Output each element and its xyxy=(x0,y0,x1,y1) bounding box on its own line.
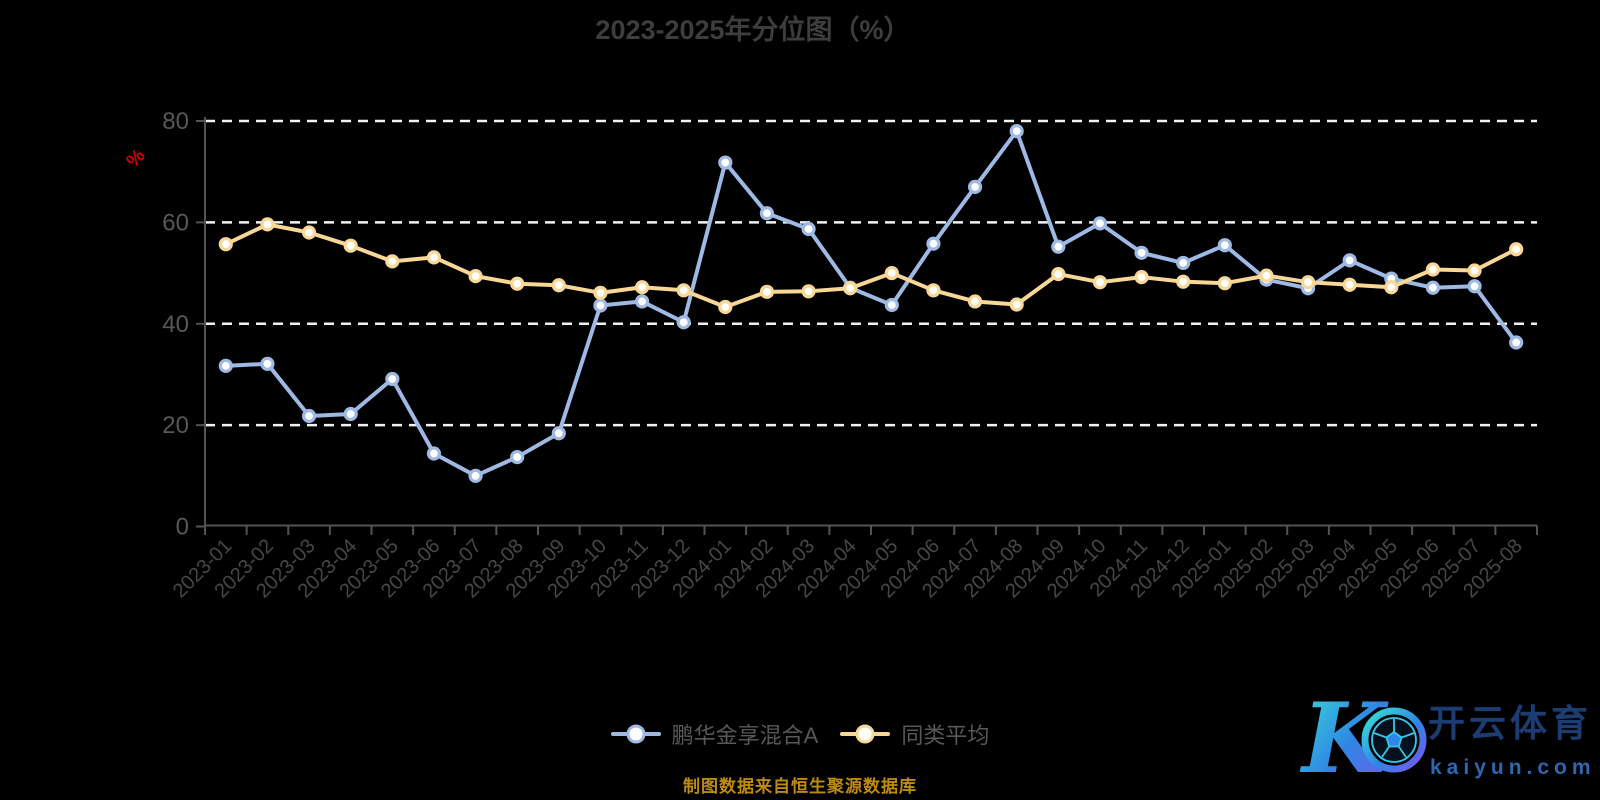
data-point-同类平均-2023-08[interactable] xyxy=(510,276,525,291)
data-point-鹏华金享混合A-2024-09[interactable] xyxy=(1051,239,1066,254)
y-axis-label: 20 xyxy=(162,412,189,439)
legend-item-fund[interactable]: 鹏华金享混合A xyxy=(610,718,819,750)
data-point-同类平均-2024-11[interactable] xyxy=(1134,270,1149,285)
kaiyun-k-emblem: K xyxy=(1300,686,1427,794)
data-point-鹏华金享混合A-2023-05[interactable] xyxy=(385,371,400,387)
data-point-鹏华金享混合A-2023-01[interactable] xyxy=(218,358,233,373)
data-point-鹏华金享混合A-2024-10[interactable] xyxy=(1092,216,1108,231)
data-point-同类平均-2023-10[interactable] xyxy=(593,285,608,300)
data-point-同类平均-2024-05[interactable] xyxy=(884,265,899,281)
data-point-同类平均-2024-01[interactable] xyxy=(718,299,733,315)
data-point-鹏华金享混合A-2023-10[interactable] xyxy=(593,298,608,313)
data-point-鹏华金享混合A-2024-06[interactable] xyxy=(926,236,941,251)
data-point-鹏华金享混合A-2024-03[interactable] xyxy=(801,221,816,237)
data-point-鹏华金享混合A-2023-08[interactable] xyxy=(510,449,525,465)
data-point-鹏华金享混合A-2023-06[interactable] xyxy=(426,446,442,461)
data-point-同类平均-2025-07[interactable] xyxy=(1467,263,1482,278)
data-point-鹏华金享混合A-2023-07[interactable] xyxy=(468,468,483,483)
data-point-鹏华金享混合A-2025-04[interactable] xyxy=(1342,253,1357,268)
data-point-鹏华金享混合A-2024-11[interactable] xyxy=(1134,245,1149,260)
data-point-同类平均-2025-04[interactable] xyxy=(1342,277,1357,292)
y-axis-label: 60 xyxy=(162,209,189,236)
legend-dot-icon xyxy=(626,724,646,744)
data-point-鹏华金享混合A-2024-12[interactable] xyxy=(1176,255,1191,271)
data-point-同类平均-2024-04[interactable] xyxy=(843,281,858,296)
data-point-同类平均-2023-02[interactable] xyxy=(260,217,275,232)
data-point-鹏华金享混合A-2025-06[interactable] xyxy=(1425,280,1441,295)
legend-item-average[interactable]: 同类平均 xyxy=(840,718,989,750)
data-point-同类平均-2023-04[interactable] xyxy=(343,238,358,253)
data-point-同类平均-2023-06[interactable] xyxy=(426,250,442,265)
data-point-鹏华金享混合A-2024-02[interactable] xyxy=(759,206,775,221)
swoosh-circle-icon xyxy=(1361,707,1427,773)
data-point-鹏华金享混合A-2023-02[interactable] xyxy=(260,356,275,371)
data-point-同类平均-2023-01[interactable] xyxy=(218,237,233,252)
data-point-同类平均-2024-02[interactable] xyxy=(759,284,775,299)
data-point-鹏华金享混合A-2023-09[interactable] xyxy=(551,426,566,441)
data-point-鹏华金享混合A-2023-11[interactable] xyxy=(634,294,650,309)
data-point-鹏华金享混合A-2024-07[interactable] xyxy=(967,179,983,194)
data-point-同类平均-2025-02[interactable] xyxy=(1259,268,1274,283)
brand-url: kaiyun.com xyxy=(1430,756,1596,779)
chart-legend: 鹏华金享混合A 同类平均 xyxy=(0,718,1600,750)
chart-title: 2023-2025年分位图（%） xyxy=(595,15,911,45)
data-point-鹏华金享混合A-2023-03[interactable] xyxy=(301,408,317,424)
data-point-鹏华金享混合A-2023-04[interactable] xyxy=(343,406,358,422)
legend-label-fund: 鹏华金享混合A xyxy=(671,723,819,748)
legend-marker-fund xyxy=(610,723,661,745)
legend-dot-icon xyxy=(855,724,875,744)
legend-label-average: 同类平均 xyxy=(901,723,990,748)
data-point-同类平均-2024-12[interactable] xyxy=(1176,274,1191,289)
data-point-同类平均-2023-05[interactable] xyxy=(385,254,400,269)
data-point-鹏华金享混合A-2023-12[interactable] xyxy=(676,315,691,330)
y-axis-label: 40 xyxy=(162,311,189,338)
y-axis-label: 0 xyxy=(176,514,189,541)
data-point-同类平均-2023-09[interactable] xyxy=(551,278,566,293)
data-point-同类平均-2023-12[interactable] xyxy=(676,283,691,298)
data-point-同类平均-2024-03[interactable] xyxy=(801,284,816,299)
data-point-同类平均-2024-10[interactable] xyxy=(1092,275,1108,290)
line-chart-canvas: 0204060802023-012023-022023-032023-04202… xyxy=(162,108,1538,602)
kaiyun-watermark-logo[interactable]: K 开云体育 kaiyun.com xyxy=(1300,686,1596,794)
data-point-鹏华金享混合A-2025-08[interactable] xyxy=(1509,335,1524,350)
data-point-鹏华金享混合A-2025-01[interactable] xyxy=(1217,238,1232,253)
data-point-鹏华金享混合A-2024-08[interactable] xyxy=(1009,124,1024,139)
data-point-同类平均-2025-05[interactable] xyxy=(1384,280,1399,295)
data-point-同类平均-2025-03[interactable] xyxy=(1300,275,1316,290)
data-point-同类平均-2025-01[interactable] xyxy=(1217,276,1232,291)
data-source-note: 制图数据来自恒生聚源数据库 xyxy=(683,777,917,796)
data-point-鹏华金享混合A-2024-05[interactable] xyxy=(884,297,899,313)
data-point-同类平均-2024-07[interactable] xyxy=(967,294,983,309)
brand-name-cn: 开云体育 xyxy=(1428,703,1592,744)
legend-marker-average xyxy=(840,723,891,745)
data-point-同类平均-2023-07[interactable] xyxy=(468,269,483,284)
data-point-同类平均-2023-03[interactable] xyxy=(301,225,317,240)
data-point-同类平均-2024-09[interactable] xyxy=(1051,266,1066,282)
data-point-同类平均-2025-06[interactable] xyxy=(1425,262,1441,277)
data-point-鹏华金享混合A-2025-07[interactable] xyxy=(1467,279,1482,294)
data-point-同类平均-2025-08[interactable] xyxy=(1509,242,1524,257)
data-point-鹏华金享混合A-2024-01[interactable] xyxy=(718,155,733,170)
data-point-同类平均-2024-06[interactable] xyxy=(926,283,941,298)
data-point-同类平均-2024-08[interactable] xyxy=(1009,297,1024,312)
y-axis-label: 80 xyxy=(162,108,189,135)
data-point-同类平均-2023-11[interactable] xyxy=(634,280,650,295)
soccer-ball-icon xyxy=(1371,717,1417,763)
